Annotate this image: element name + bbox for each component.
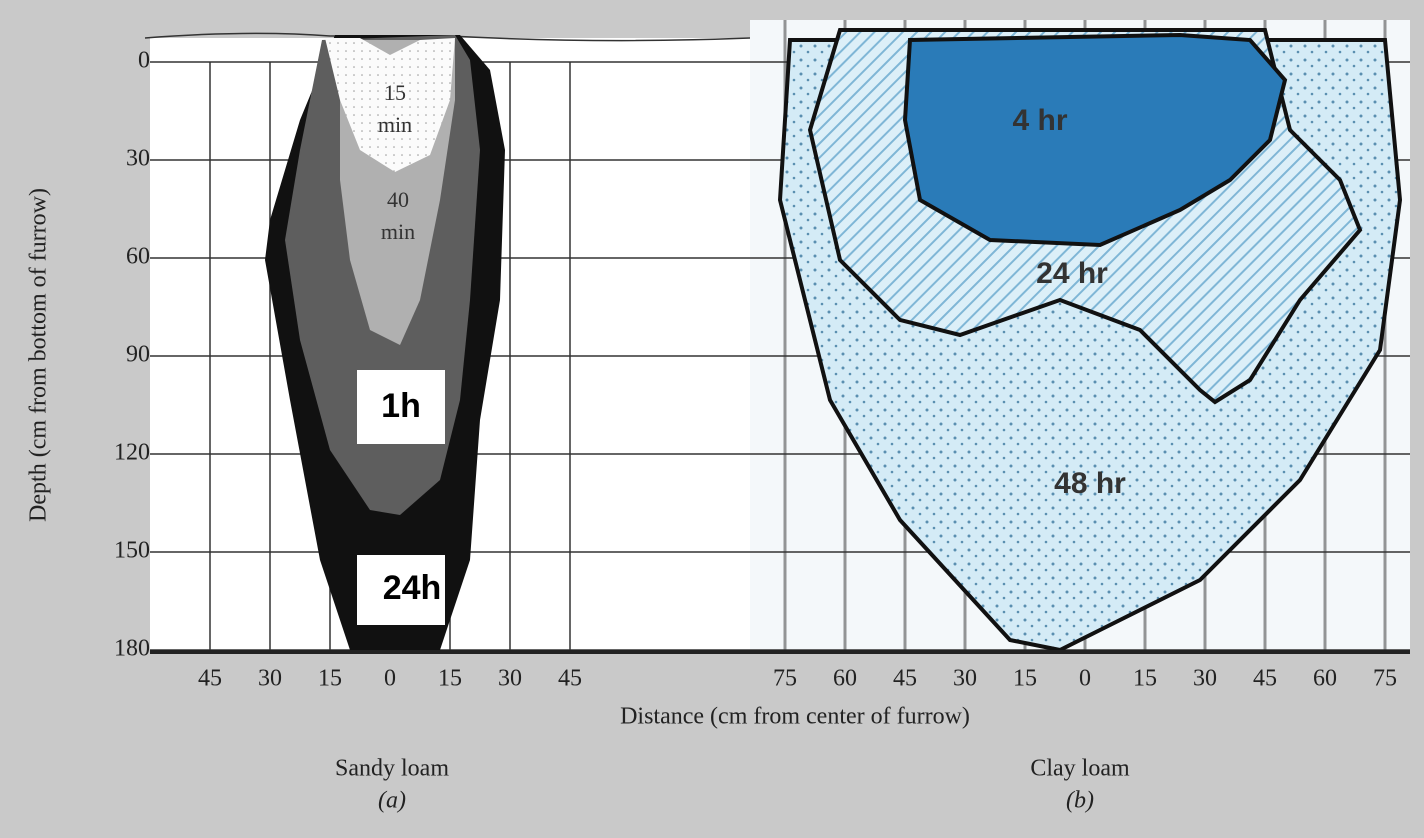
x-tick-label: 30 — [953, 666, 977, 692]
panel-caption: Sandy loam — [335, 756, 449, 782]
x-tick-label: 45 — [198, 666, 222, 692]
x-tick-label: 60 — [833, 666, 857, 692]
x-tick-label: 45 — [893, 666, 917, 692]
y-tick-label: 180 — [114, 636, 150, 662]
y-tick-label: 120 — [114, 440, 150, 466]
x-tick-label: 60 — [1313, 666, 1337, 692]
x-tick-label: 45 — [1253, 666, 1277, 692]
x-tick-label: 30 — [498, 666, 522, 692]
x-tick-label: 75 — [1373, 666, 1397, 692]
x-tick-label: 75 — [773, 666, 797, 692]
x-tick-label: 30 — [1193, 666, 1217, 692]
zone-label: 48 hr — [1054, 467, 1126, 500]
x-tick-label: 0 — [384, 666, 396, 692]
y-tick-label: 0 — [138, 48, 150, 74]
y-axis-label: Depth (cm from bottom of furrow) — [26, 188, 52, 522]
zone-label: min — [378, 112, 412, 137]
x-tick-label: 15 — [438, 666, 462, 692]
zone-label: 15 — [384, 80, 406, 105]
panel-caption: Clay loam — [1030, 756, 1130, 782]
x-tick-label: 15 — [1133, 666, 1157, 692]
y-tick-label: 150 — [114, 538, 150, 564]
zone-label: min — [381, 219, 415, 244]
x-tick-label: 30 — [258, 666, 282, 692]
y-tick-label: 60 — [126, 244, 150, 270]
x-tick-label: 15 — [318, 666, 342, 692]
zone-label: 1h — [381, 387, 421, 425]
zone-label: 24 hr — [1036, 257, 1108, 290]
x-tick-label: 0 — [1079, 666, 1091, 692]
x-tick-label: 15 — [1013, 666, 1037, 692]
zone-label: 4 hr — [1012, 104, 1067, 137]
x-tick-label: 45 — [558, 666, 582, 692]
panel-sub: (b) — [1066, 788, 1094, 814]
y-tick-label: 90 — [126, 342, 150, 368]
y-tick-label: 30 — [126, 146, 150, 172]
figure: 15 min 40 min 1h 24h 4 hr 24 hr 48 hr Depth (cm … — [0, 0, 1424, 838]
zone-label: 24h — [383, 569, 442, 607]
zone-label: 40 — [387, 187, 409, 212]
panel-sub: (a) — [378, 788, 406, 814]
x-axis-label: Distance (cm from center of furrow) — [620, 704, 970, 730]
